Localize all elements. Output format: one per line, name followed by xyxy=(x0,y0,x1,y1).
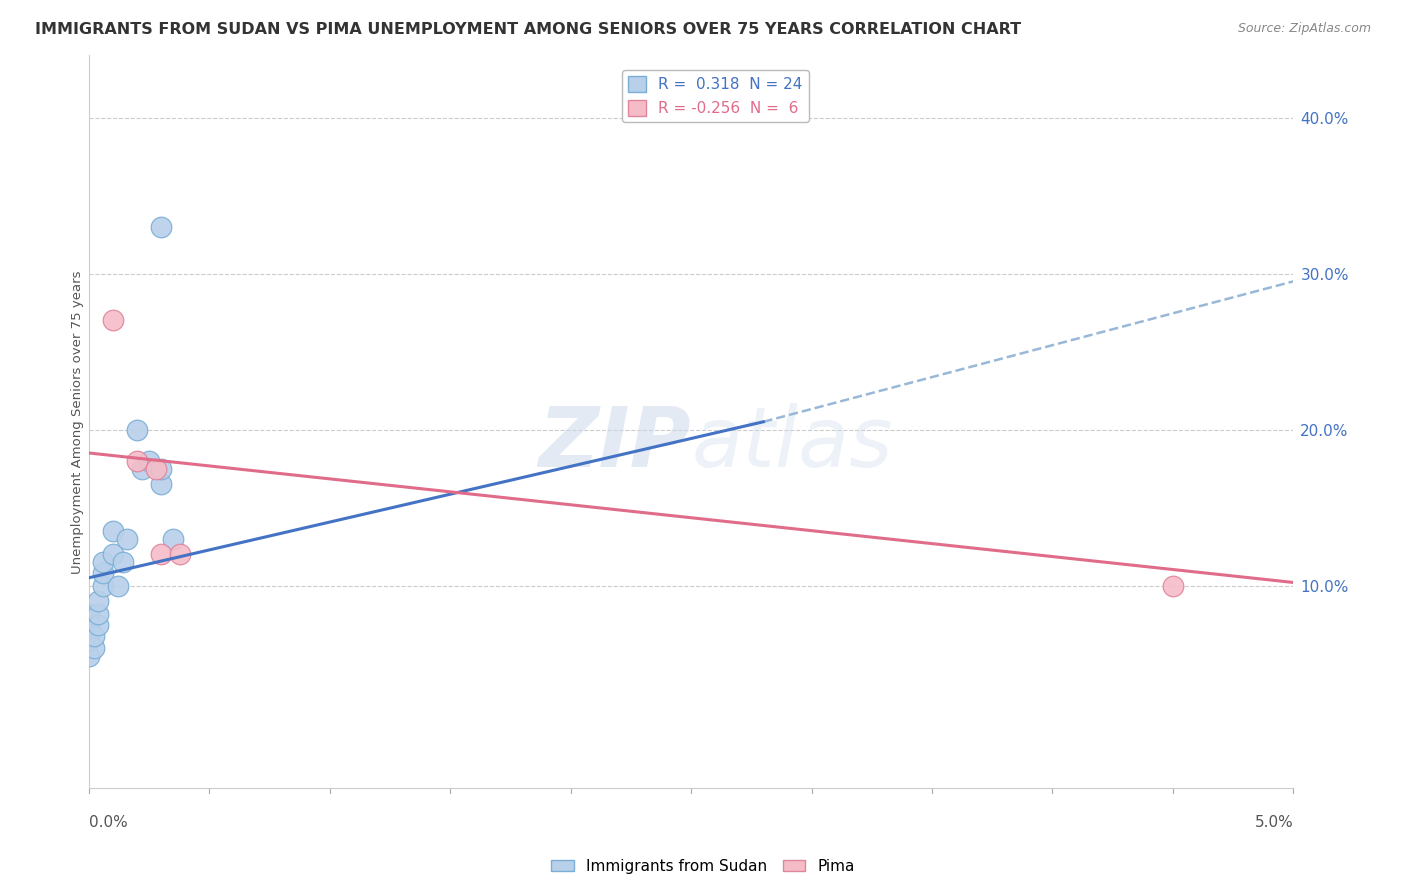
Point xyxy=(91,555,114,569)
Point xyxy=(1161,578,1184,592)
Text: 0.0%: 0.0% xyxy=(89,815,128,830)
Point xyxy=(145,461,167,475)
Point xyxy=(131,461,153,475)
Text: IMMIGRANTS FROM SUDAN VS PIMA UNEMPLOYMENT AMONG SENIORS OVER 75 YEARS CORRELATI: IMMIGRANTS FROM SUDAN VS PIMA UNEMPLOYME… xyxy=(35,22,1021,37)
Point xyxy=(150,477,173,491)
Point xyxy=(125,454,148,468)
Point xyxy=(91,578,114,592)
Point xyxy=(87,594,110,608)
Point xyxy=(138,454,160,468)
Text: atlas: atlas xyxy=(692,403,893,484)
Text: 5.0%: 5.0% xyxy=(1254,815,1294,830)
Point xyxy=(162,532,184,546)
Point xyxy=(77,648,100,663)
Point xyxy=(101,313,124,327)
Point xyxy=(150,219,173,234)
Point xyxy=(169,548,191,562)
Text: Source: ZipAtlas.com: Source: ZipAtlas.com xyxy=(1237,22,1371,36)
Point xyxy=(77,633,100,648)
Point xyxy=(83,628,105,642)
Y-axis label: Unemployment Among Seniors over 75 years: Unemployment Among Seniors over 75 years xyxy=(72,270,84,574)
Point xyxy=(101,524,124,538)
Point xyxy=(83,640,105,655)
Point xyxy=(150,461,173,475)
Point xyxy=(77,617,100,632)
Text: ZIP: ZIP xyxy=(538,403,692,484)
Point xyxy=(125,423,148,437)
Point xyxy=(77,607,100,621)
Point xyxy=(111,555,134,569)
Legend: R =  0.318  N = 24, R = -0.256  N =  6: R = 0.318 N = 24, R = -0.256 N = 6 xyxy=(621,70,808,122)
Point xyxy=(91,566,114,580)
Legend: Immigrants from Sudan, Pima: Immigrants from Sudan, Pima xyxy=(546,853,860,880)
Point xyxy=(150,548,173,562)
Point xyxy=(117,532,139,546)
Point xyxy=(107,578,129,592)
Point xyxy=(87,607,110,621)
Point xyxy=(87,617,110,632)
Point xyxy=(101,548,124,562)
